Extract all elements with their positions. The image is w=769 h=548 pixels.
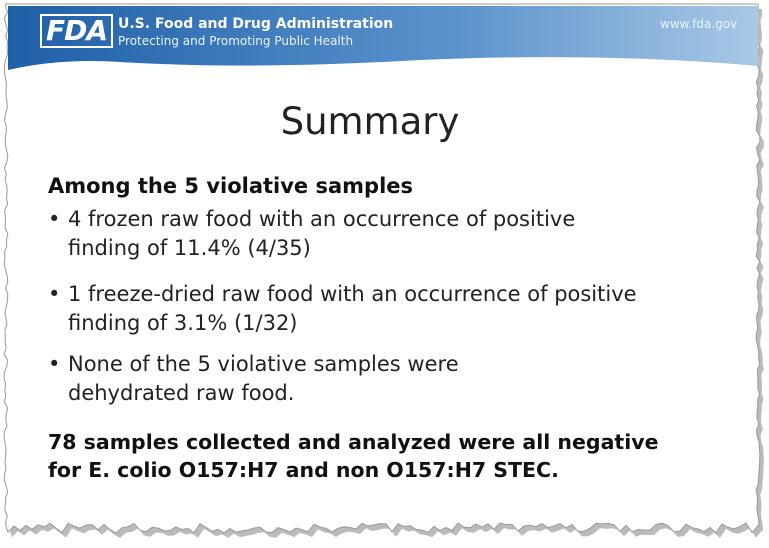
bullet: • 4 frozen raw food with an occurrence of… (48, 205, 575, 263)
bullet-dot: • (48, 352, 61, 376)
conclusion-line: 78 samples collected and analyzed were a… (48, 430, 659, 454)
heading: Among the 5 violative samples (48, 174, 414, 198)
bullet-line: 1 freeze-dried raw food with an occurren… (68, 282, 637, 306)
logo: FDA (40, 14, 114, 48)
bullet-line: None of the 5 violative samples were (68, 352, 459, 376)
tagline: Protecting and Promoting Public Health (118, 34, 354, 48)
bullet-line: finding of 3.1% (1/32) (68, 311, 298, 335)
paper-edge (3, 3, 761, 534)
conclusion: 78 samples collected and analyzed were a… (48, 428, 659, 484)
bullet: • 1 freeze-dried raw food with an occurre… (48, 280, 637, 338)
bullet-dot: • (48, 282, 61, 306)
bullet-line: 4 frozen raw food with an occurrence of … (68, 207, 576, 231)
url: www.fda.gov (660, 17, 738, 31)
bullet-dot: • (48, 207, 61, 231)
header-band (8, 6, 758, 70)
agency-name: U.S. Food and Drug Administration (118, 16, 394, 32)
slide-title: Summary (280, 100, 460, 143)
bullet-line: dehydrated raw food. (68, 381, 295, 405)
bullet-line: finding of 11.4% (4/35) (68, 236, 311, 260)
conclusion-line: for E. colio O157:H7 and non O157:H7 STE… (48, 458, 559, 482)
bullet: • None of the 5 violative samples were deh… (48, 350, 459, 408)
